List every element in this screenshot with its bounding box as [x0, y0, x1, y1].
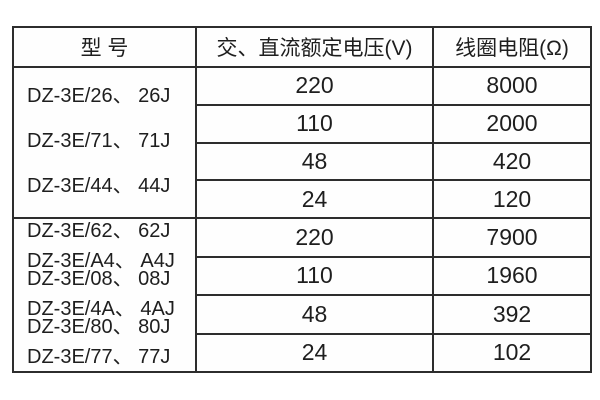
- voltage-value: 24: [195, 332, 434, 373]
- resistance-value: 2000: [432, 103, 592, 144]
- resistance-value: 7900: [432, 217, 592, 258]
- voltage-value: 24: [195, 179, 434, 220]
- header-model: 型 号: [12, 26, 197, 68]
- model-list: DZ-3E/62、 62J DZ-3E/A4、 A4J DZ-3E/08、 08…: [14, 219, 195, 371]
- table-row: 110 1960: [13, 255, 592, 297]
- model-name: DZ-3E/A4、 A4J: [27, 250, 175, 273]
- resistance-value: 420: [432, 141, 592, 182]
- voltage-value: 48: [195, 294, 434, 335]
- voltage-value: 110: [195, 255, 434, 297]
- voltage-value: 110: [195, 103, 434, 144]
- model-group: DZ-3E/A4、 A4J DZ-3E/08、 08J: [27, 250, 191, 291]
- table-row: 48 420: [13, 141, 592, 182]
- resistance-value: 102: [432, 332, 592, 373]
- model-group: DZ-3E/77、 77J: [27, 346, 191, 368]
- model-name: DZ-3E/44、 44J: [27, 175, 171, 198]
- resistance-value: 1960: [432, 255, 592, 297]
- model-name: DZ-3E/80、 80J: [27, 316, 171, 339]
- table-row: 24 120: [13, 179, 592, 220]
- table-row: DZ-3E/26、 26J DZ-3E/71、 71J DZ-3E/44、 44…: [12, 65, 592, 220]
- resistance-value: 8000: [432, 66, 592, 106]
- model-cell-section-1: DZ-3E/26、 26J DZ-3E/71、 71J DZ-3E/44、 44…: [12, 65, 197, 220]
- header-voltage: 交、直流额定电压(V): [195, 26, 434, 68]
- model-name: DZ-3E/26、 26J: [27, 85, 171, 108]
- table-row: 24 102: [13, 332, 592, 373]
- model-name: DZ-3E/4A、 4AJ: [27, 298, 175, 321]
- header-resistance: 线圈电阻(Ω): [432, 26, 592, 68]
- header-row: 型 号 交、直流额定电压(V) 线圈电阻(Ω): [12, 26, 592, 68]
- resistance-value: 392: [432, 294, 592, 335]
- table-row: DZ-3E/62、 62J DZ-3E/A4、 A4J DZ-3E/08、 08…: [12, 217, 592, 373]
- model-name: DZ-3E/71、 71J: [27, 130, 171, 153]
- voltage-value: 220: [195, 66, 434, 106]
- table-row: 48 392: [13, 294, 592, 335]
- relay-spec-table: 型 号 交、直流额定电压(V) 线圈电阻(Ω) DZ-3E/26、 26J DZ…: [12, 26, 592, 373]
- model-name: DZ-3E/77、 77J: [27, 346, 171, 368]
- model-list: DZ-3E/26、 26J DZ-3E/71、 71J DZ-3E/44、 44…: [14, 68, 195, 217]
- model-cell-section-2: DZ-3E/62、 62J DZ-3E/A4、 A4J DZ-3E/08、 08…: [12, 217, 197, 373]
- model-group: DZ-3E/4A、 4AJ DZ-3E/80、 80J: [27, 298, 191, 339]
- model-name: DZ-3E/08、 08J: [27, 268, 171, 291]
- model-name: DZ-3E/62、 62J: [27, 220, 171, 243]
- model-group: DZ-3E/62、 62J: [27, 220, 191, 243]
- voltage-value: 48: [195, 141, 434, 182]
- voltage-value: 220: [195, 217, 434, 258]
- table-row: 110 2000: [13, 103, 592, 144]
- resistance-value: 120: [432, 179, 592, 220]
